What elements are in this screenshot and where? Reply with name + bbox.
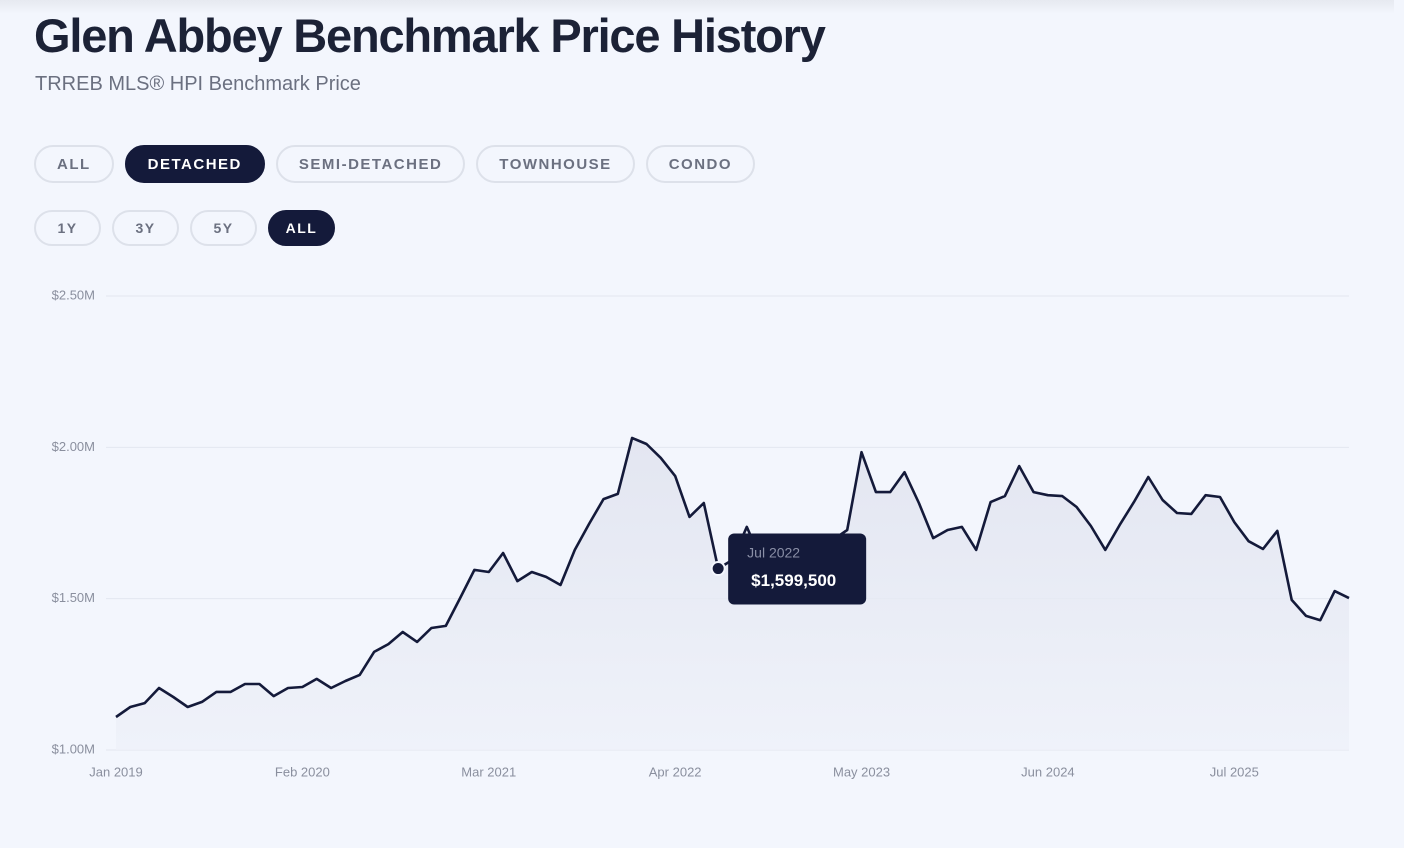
filter-button[interactable]: DETACHED xyxy=(124,145,265,183)
x-tick-label: Apr 2022 xyxy=(649,764,702,779)
filter-button[interactable]: ALL xyxy=(34,145,114,183)
x-tick-label: May 2023 xyxy=(833,764,890,779)
range-filters: 1Y 3Y 5Y ALL xyxy=(34,210,335,246)
filter-button[interactable]: 3Y xyxy=(112,210,179,246)
y-tick-label: $1.00M xyxy=(52,741,95,756)
y-tick-label: $1.50M xyxy=(52,590,95,605)
filter-button[interactable]: CONDO xyxy=(645,145,756,183)
header-shadow xyxy=(0,0,1394,14)
tooltip-box xyxy=(728,533,867,605)
x-tick-label: Mar 2021 xyxy=(461,764,516,779)
tooltip-value: $1,599,500 xyxy=(751,571,836,590)
property-type-filters: ALL DETACHED SEMI-DETACHED TOWNHOUSE CONDO xyxy=(34,145,756,183)
tooltip-date: Jul 2022 xyxy=(747,544,800,560)
x-tick-label: Feb 2020 xyxy=(275,764,330,779)
x-tick-label: Jul 2025 xyxy=(1210,764,1259,779)
filter-button[interactable]: TOWNHOUSE xyxy=(476,145,635,183)
y-tick-label: $2.00M xyxy=(52,439,95,454)
tooltip: Jul 2022 $1,599,500 xyxy=(728,533,867,605)
page-subtitle: TRREB MLS® HPI Benchmark Price xyxy=(35,73,361,95)
page-title: Glen Abbey Benchmark Price History xyxy=(34,9,826,62)
x-tick-label: Jan 2019 xyxy=(89,764,143,779)
filter-button[interactable]: ALL xyxy=(268,210,335,246)
filter-button[interactable]: 1Y xyxy=(34,210,101,246)
hover-point xyxy=(710,561,726,577)
filter-button[interactable]: 5Y xyxy=(190,210,257,246)
filter-button[interactable]: SEMI-DETACHED xyxy=(275,145,466,183)
y-tick-label: $2.50M xyxy=(52,287,95,302)
x-tick-label: Jun 2024 xyxy=(1021,764,1075,779)
